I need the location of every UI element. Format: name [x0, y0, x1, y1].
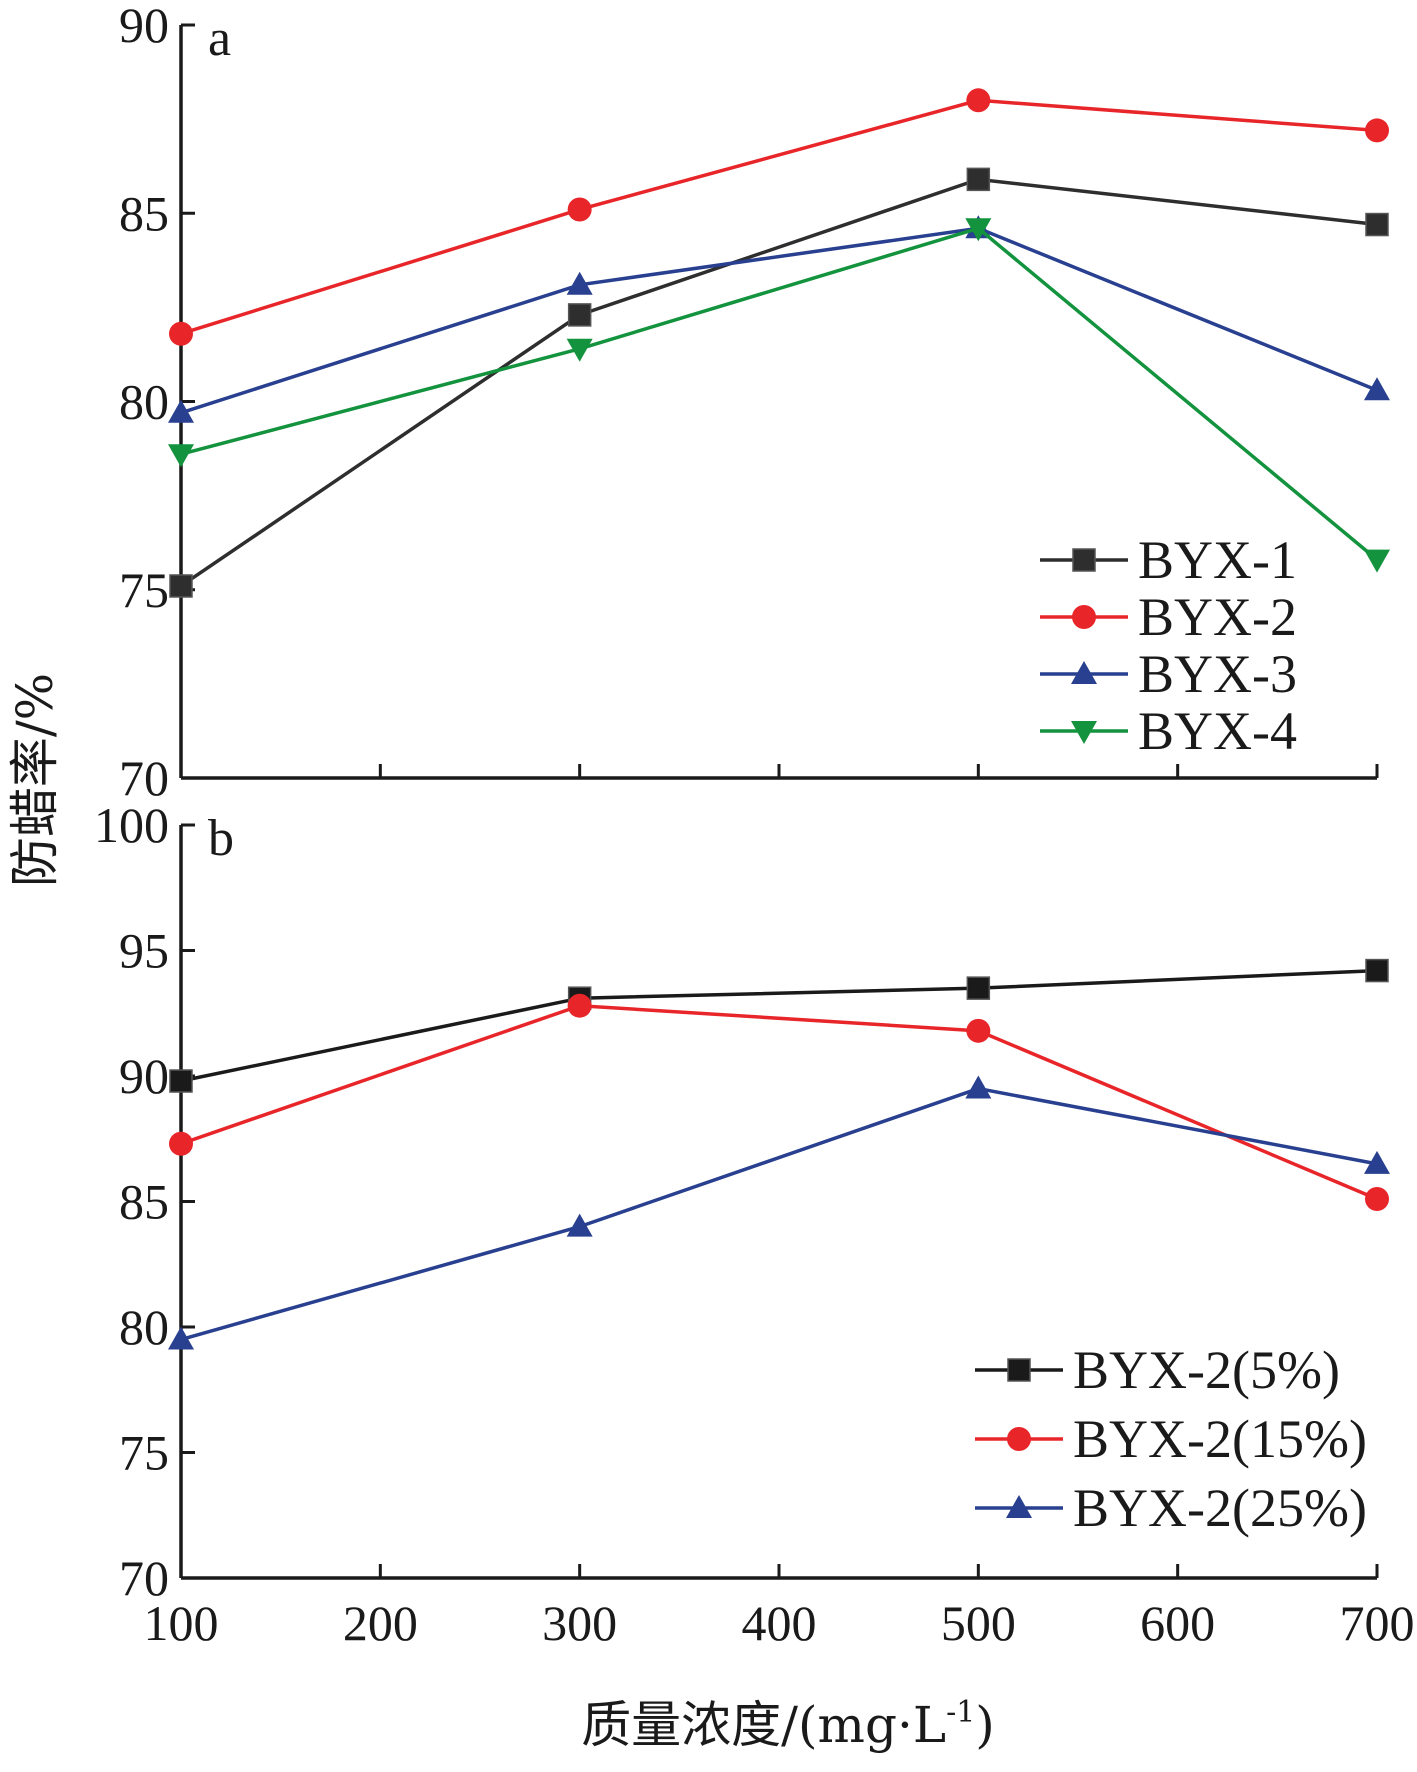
series-BYX-3 — [168, 215, 1390, 423]
y-tick-label: 85 — [119, 185, 169, 241]
data-point — [169, 1131, 193, 1156]
data-point — [1364, 1150, 1390, 1174]
series-line — [180, 98, 1378, 336]
x-axis-title-main: 质量浓度/(mg·L — [581, 1696, 946, 1754]
panel-label: a — [208, 10, 231, 67]
y-tick-label: 70 — [119, 1550, 169, 1606]
data-point — [965, 218, 992, 242]
series-line — [180, 1086, 1378, 1342]
series-line — [180, 1003, 1378, 1201]
y-tick-label: 80 — [119, 1299, 169, 1355]
y-axis-title: 防蜡率/% — [6, 673, 64, 887]
series-BYX-2(5%) — [169, 958, 1389, 1093]
y-tick-label: 80 — [119, 374, 169, 430]
series-line — [180, 177, 1378, 588]
legend-label: BYX-2(15%) — [1073, 1409, 1367, 1469]
legend-label: BYX-3 — [1138, 644, 1297, 704]
data-point — [168, 399, 194, 423]
x-tick-label: 300 — [542, 1595, 617, 1651]
legend-label: BYX-1 — [1138, 530, 1297, 590]
x-tick-label: 200 — [343, 1595, 418, 1651]
legend-label: BYX-2(5%) — [1073, 1340, 1340, 1400]
data-point — [567, 197, 592, 222]
data-point — [1364, 549, 1390, 573]
y-tick-label: 95 — [119, 923, 169, 979]
y-tick-label: 90 — [119, 0, 169, 53]
x-tick-label: 600 — [1140, 1595, 1215, 1651]
legend-item: BYX-1 — [1040, 530, 1297, 590]
legend-marker — [1007, 1358, 1031, 1382]
y-tick-label: 100 — [94, 797, 169, 853]
data-point — [1364, 377, 1390, 401]
data-point — [1365, 212, 1389, 237]
x-tick-label: 700 — [1340, 1595, 1415, 1651]
legend-marker — [1072, 605, 1096, 629]
series-line — [180, 968, 1378, 1083]
series-BYX-2(15%) — [169, 993, 1389, 1211]
y-tick-label: 75 — [119, 1425, 169, 1481]
series-BYX-1 — [169, 167, 1389, 598]
x-axis-title: 质量浓度/(mg·L-1) — [581, 1695, 995, 1754]
series-BYX-4 — [168, 218, 1390, 573]
data-point — [168, 444, 194, 468]
legend-label: BYX-2(25%) — [1073, 1478, 1367, 1538]
x-axis-tick-labels: 100 200 300 400 500 600 700 — [144, 1595, 1415, 1651]
x-tick-label: 400 — [742, 1595, 817, 1651]
legend-marker — [1072, 548, 1096, 572]
legend-marker — [1006, 1495, 1032, 1518]
panel-label: b — [208, 810, 234, 867]
data-point — [567, 303, 592, 327]
legend-item: BYX-2 — [1040, 587, 1297, 647]
x-axis-title-close: ) — [975, 1696, 995, 1754]
data-point — [566, 271, 593, 295]
legend-marker — [1007, 1427, 1031, 1451]
data-point — [966, 976, 991, 1000]
x-tick-label: 100 — [144, 1595, 219, 1651]
x-tick-label: 500 — [941, 1595, 1016, 1651]
series-BYX-2(25%) — [168, 1075, 1390, 1350]
legend-item: BYX-3 — [1040, 644, 1297, 704]
data-point — [966, 1018, 991, 1043]
data-point — [966, 167, 991, 192]
data-point — [168, 1326, 194, 1350]
legend-marker — [1071, 721, 1097, 744]
legend-label: BYX-4 — [1138, 701, 1297, 761]
data-point — [169, 574, 193, 598]
y-tick-label: 75 — [119, 562, 169, 618]
series-line — [180, 226, 1378, 415]
data-point — [566, 1213, 593, 1237]
y-tick-label: 90 — [119, 1048, 169, 1104]
y-tick-label: 70 — [119, 750, 169, 806]
data-point — [566, 338, 593, 362]
panel-b: 70 75 80 85 90 95 100 b BYX-2(5%) BYX-2(15%) BYX-2… — [94, 797, 1390, 1606]
data-point — [1365, 958, 1389, 983]
legend-item: BYX-2(15%) — [975, 1409, 1367, 1469]
data-point — [567, 993, 592, 1018]
legend-item: BYX-2(5%) — [975, 1340, 1340, 1400]
legend-marker — [1071, 661, 1097, 684]
series-line — [180, 226, 1379, 561]
data-point — [965, 1075, 992, 1099]
data-point — [1365, 118, 1389, 143]
data-point — [169, 1069, 193, 1093]
legend-item: BYX-2(25%) — [975, 1478, 1367, 1538]
legend-label: BYX-2 — [1138, 587, 1297, 647]
data-point — [966, 88, 991, 113]
data-point — [1365, 1186, 1389, 1211]
x-axis-title-superscript: -1 — [946, 1695, 975, 1730]
series-BYX-2 — [169, 88, 1389, 346]
y-tick-label: 85 — [119, 1174, 169, 1230]
data-point — [169, 321, 193, 346]
legend-item: BYX-4 — [1040, 701, 1297, 761]
